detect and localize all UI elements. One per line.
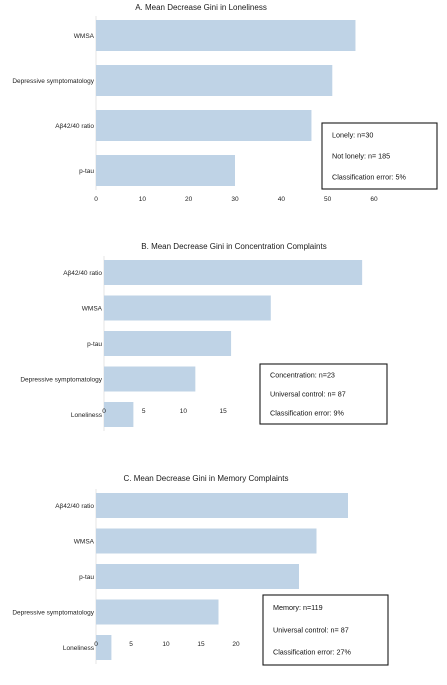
bar: [104, 402, 134, 427]
bar: [104, 366, 196, 392]
chart-panel-2: C. Mean Decrease Gini in Memory Complain…: [12, 474, 389, 666]
category-label: WMSA: [74, 538, 95, 545]
x-tick-label: 20: [232, 641, 240, 648]
bar: [96, 635, 112, 660]
x-tick-label: 60: [370, 196, 378, 203]
category-label: Depressive symptomatology: [20, 376, 102, 383]
x-tick-label: 5: [129, 641, 133, 648]
category-label: WMSA: [82, 305, 103, 312]
info-box: [262, 594, 389, 666]
category-label: Aβ42/40 ratio: [55, 503, 94, 510]
info-box-line: Lonely: n=30: [332, 130, 373, 139]
x-tick-label: 20: [185, 196, 193, 203]
x-tick-label: 40: [278, 196, 286, 203]
category-label: p-tau: [79, 574, 94, 581]
info-box-line: Concentration: n=23: [270, 371, 335, 380]
chart-title: C. Mean Decrease Gini in Memory Complain…: [124, 474, 289, 483]
bar: [96, 528, 317, 554]
chart-title: B. Mean Decrease Gini in Concentration C…: [141, 242, 326, 251]
x-tick-label: 15: [220, 408, 228, 415]
bar: [96, 65, 333, 96]
category-label: Aβ42/40 ratio: [63, 270, 102, 277]
x-tick-label: 0: [102, 408, 106, 415]
bar: [96, 599, 219, 625]
x-tick-label: 0: [94, 196, 98, 203]
info-box: [259, 363, 388, 425]
category-label: Aβ42/40 ratio: [55, 123, 94, 130]
category-label: Depressive symptomatology: [12, 609, 94, 616]
x-tick-label: 10: [180, 408, 188, 415]
bar: [96, 155, 235, 186]
category-label: Loneliness: [71, 412, 103, 419]
x-tick-label: 10: [139, 196, 147, 203]
bar: [96, 20, 356, 51]
category-label: WMSA: [74, 33, 95, 40]
info-box-line: Universal control: n= 87: [273, 625, 349, 634]
x-tick-label: 30: [231, 196, 239, 203]
bar: [104, 260, 363, 285]
x-tick-label: 0: [94, 641, 98, 648]
category-label: p-tau: [79, 168, 94, 175]
x-tick-label: 15: [197, 641, 205, 648]
bar: [96, 493, 348, 518]
bar: [104, 331, 232, 356]
category-label: Depressive symptomatology: [12, 78, 94, 85]
info-box-line: Memory: n=119: [273, 603, 323, 612]
chart-panel-0: A. Mean Decrease Gini in Loneliness WMSA D…: [12, 3, 438, 203]
info-box-line: Not lonely: n= 185: [332, 151, 390, 160]
info-box-line: Classification error: 27%: [273, 648, 352, 657]
chart-title: A. Mean Decrease Gini in Loneliness: [135, 3, 267, 12]
bar: [104, 295, 271, 321]
x-tick-label: 10: [162, 641, 170, 648]
category-label: p-tau: [87, 341, 102, 348]
bar: [96, 110, 312, 141]
info-box-line: Classification error: 5%: [332, 172, 407, 181]
x-tick-label: 5: [142, 408, 146, 415]
info-box-line: Classification error: 9%: [270, 409, 345, 418]
info-box: [321, 122, 438, 190]
bar: [96, 564, 299, 589]
info-box-line: Universal control: n= 87: [270, 390, 346, 399]
x-tick-label: 50: [324, 196, 332, 203]
chart-panel-1: B. Mean Decrease Gini in Concentration C…: [20, 242, 388, 431]
category-label: Loneliness: [63, 645, 95, 652]
